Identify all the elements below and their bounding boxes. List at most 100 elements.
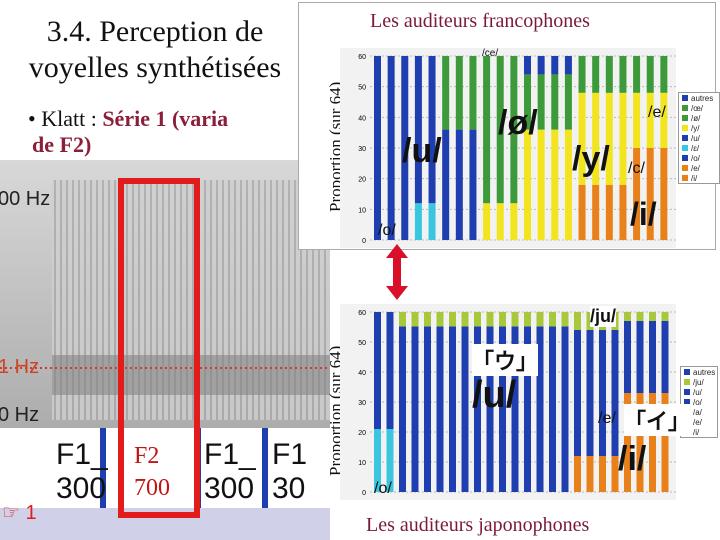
bar-segment: [474, 312, 481, 327]
legend-entry: /o/: [681, 397, 717, 407]
bar-segment: [660, 92, 668, 148]
bar-segment: [646, 56, 654, 93]
bar-segment: [449, 312, 456, 327]
spectrogram: 00 Hz 1 Hz 0 Hz F1_ 300 F1_ 300 F1 30 ☞ …: [0, 160, 330, 540]
cell-f1-1: F1_: [56, 438, 108, 471]
hz-label-bottom: 0 Hz: [0, 404, 40, 426]
bar-segment: [636, 393, 644, 492]
french-vowel-e: /e/: [648, 104, 666, 121]
bar-segment: [661, 321, 669, 393]
legend-label: /y/: [691, 123, 700, 133]
bar-segment: [510, 203, 518, 240]
bar-segment: [619, 184, 627, 240]
bar-segment: [374, 56, 381, 240]
bar-segment: [436, 326, 444, 492]
bar-segment: [574, 312, 581, 330]
bar-segment: [649, 321, 656, 393]
hz-label-top: 00 Hz: [0, 188, 51, 210]
bar-segment: [661, 393, 669, 492]
bar-segment: [564, 129, 572, 240]
french-panel-header: Les auditeurs francophones: [370, 10, 590, 32]
legend-entry: /ø/: [679, 113, 719, 123]
japanese-bars: 60 50 40 30 20 10 0: [358, 310, 676, 497]
cell-300-3: 30: [272, 472, 306, 505]
bar-segment: [486, 326, 494, 492]
bar-segment: [424, 312, 431, 327]
french-vowel-o: /o/: [378, 222, 396, 239]
bar-segment: [461, 312, 469, 327]
kana-u: 「ウ」: [472, 344, 539, 376]
bullet-prefix: • Klatt :: [28, 106, 103, 131]
y-tick-label: 40: [358, 115, 366, 122]
bar-segment: [564, 56, 572, 75]
legend-label: /i/: [693, 427, 700, 437]
japanese-panel-header: Les auditeurs japonophones: [366, 514, 590, 536]
bar-segment: [661, 312, 669, 321]
french-bars: 60 50 40 30 20 10 0: [358, 54, 676, 245]
legend-label: /i/: [691, 173, 698, 183]
spectrogram-image: [0, 160, 330, 540]
french-vowel-c: /c/: [628, 160, 645, 177]
f2-highlight-box: [118, 178, 200, 518]
bar-segment: [624, 312, 631, 321]
bar-segment: [483, 56, 491, 204]
y-tick-label: 60: [358, 54, 366, 61]
bar-segment: [660, 148, 668, 240]
bar-segment: [633, 148, 641, 240]
french-chart: 60 50 40 30 20 10 0: [340, 48, 676, 248]
bar-segment: [524, 56, 531, 75]
bar-segment: [536, 312, 544, 327]
bar-segment: [442, 56, 450, 130]
y-tick-label: 30: [358, 146, 366, 153]
legend-entry: /o/: [679, 153, 719, 163]
french-vowel-u: /u/: [402, 132, 442, 170]
bar-segment: [592, 184, 600, 240]
bar-segment: [536, 326, 544, 492]
cell-300-1: 300: [56, 472, 107, 505]
bar-segment: [605, 56, 613, 93]
bar-segment: [399, 326, 406, 492]
legend-swatch: [682, 155, 688, 161]
bar-segment: [496, 56, 504, 204]
y-tick-label: 30: [358, 400, 366, 407]
legend-label: /œ/: [691, 103, 703, 113]
bar-segment: [428, 203, 436, 240]
page-number: ☞ 1: [2, 502, 37, 524]
legend-entry: autres: [681, 367, 717, 377]
legend-swatch: [682, 115, 688, 121]
bar-segment: [551, 74, 559, 130]
bar-segment: [455, 56, 463, 130]
kana-i: 「イ」: [624, 404, 691, 436]
bar-segment: [551, 129, 559, 240]
y-tick-label: 20: [358, 430, 366, 437]
bar-segment: [636, 312, 644, 321]
bar-segment: [549, 312, 556, 327]
bar-segment: [611, 456, 619, 492]
y-tick-label: 60: [358, 310, 366, 317]
legend-label: /e/: [693, 417, 702, 427]
bar-segment: [537, 129, 545, 240]
bar-segment: [549, 326, 556, 492]
double-arrow-icon: [386, 244, 408, 300]
bar-segment: [399, 312, 406, 327]
bar-segment: [611, 330, 619, 456]
bar-segment: [401, 56, 409, 240]
bar-segment: [524, 74, 531, 130]
legend-label: /ɛ/: [691, 143, 700, 153]
bar-segment: [649, 312, 656, 321]
y-tick-label: 0: [362, 490, 366, 497]
hz-label-mid: 1 Hz: [0, 356, 40, 378]
legend-entry: /i/: [679, 173, 719, 183]
bar-segment: [646, 148, 654, 240]
bar-segment: [386, 312, 394, 429]
page-number-value: 1: [25, 502, 37, 524]
bar-segment: [449, 326, 456, 492]
y-tick-label: 40: [358, 370, 366, 377]
bar-segment: [578, 184, 586, 240]
bar-segment: [386, 429, 394, 492]
bar-segment: [499, 312, 506, 327]
legend-entry: /ɛ/: [679, 143, 719, 153]
bar-segment: [387, 56, 395, 240]
bar-segment: [499, 326, 506, 492]
french-top-label: /ce/: [482, 48, 499, 59]
